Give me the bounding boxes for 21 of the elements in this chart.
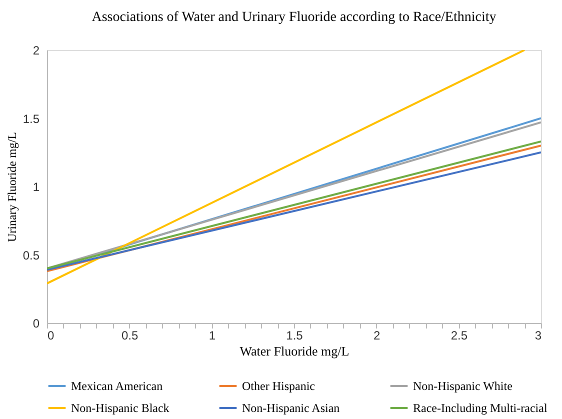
- y-tick-label: 1.5: [22, 112, 40, 126]
- x-tick-label: 2: [373, 328, 380, 342]
- x-tick-label: 3: [534, 328, 542, 342]
- y-axis-title: Urinary Fluoride mg/L: [4, 132, 19, 242]
- y-tick-label: 0.5: [22, 248, 40, 262]
- y-tick-label: 0: [32, 316, 40, 330]
- x-tick-label: 2.5: [450, 328, 468, 342]
- y-tick-label: 1: [32, 180, 40, 194]
- legend-label: Other Hispanic: [242, 379, 315, 393]
- legend-label: Race-Including Multi-racial: [413, 401, 548, 415]
- x-tick-label: 0: [48, 328, 54, 342]
- legend-label: Non-Hispanic White: [413, 379, 512, 393]
- legend-label: Mexican American: [71, 379, 163, 393]
- x-tick-label: 0.5: [121, 328, 138, 342]
- chart-title: Associations of Water and Urinary Fluoride according to Race/Ethnicity: [92, 10, 496, 25]
- legend-label: Non-Hispanic Black: [71, 401, 170, 415]
- legend-label: Non-Hispanic Asian: [242, 401, 340, 415]
- y-tick-label: 2: [32, 44, 40, 58]
- x-tick-label: 1.5: [286, 328, 304, 342]
- x-tick-label: 1: [208, 328, 216, 342]
- x-axis-title: Water Fluoride mg/L: [240, 344, 350, 358]
